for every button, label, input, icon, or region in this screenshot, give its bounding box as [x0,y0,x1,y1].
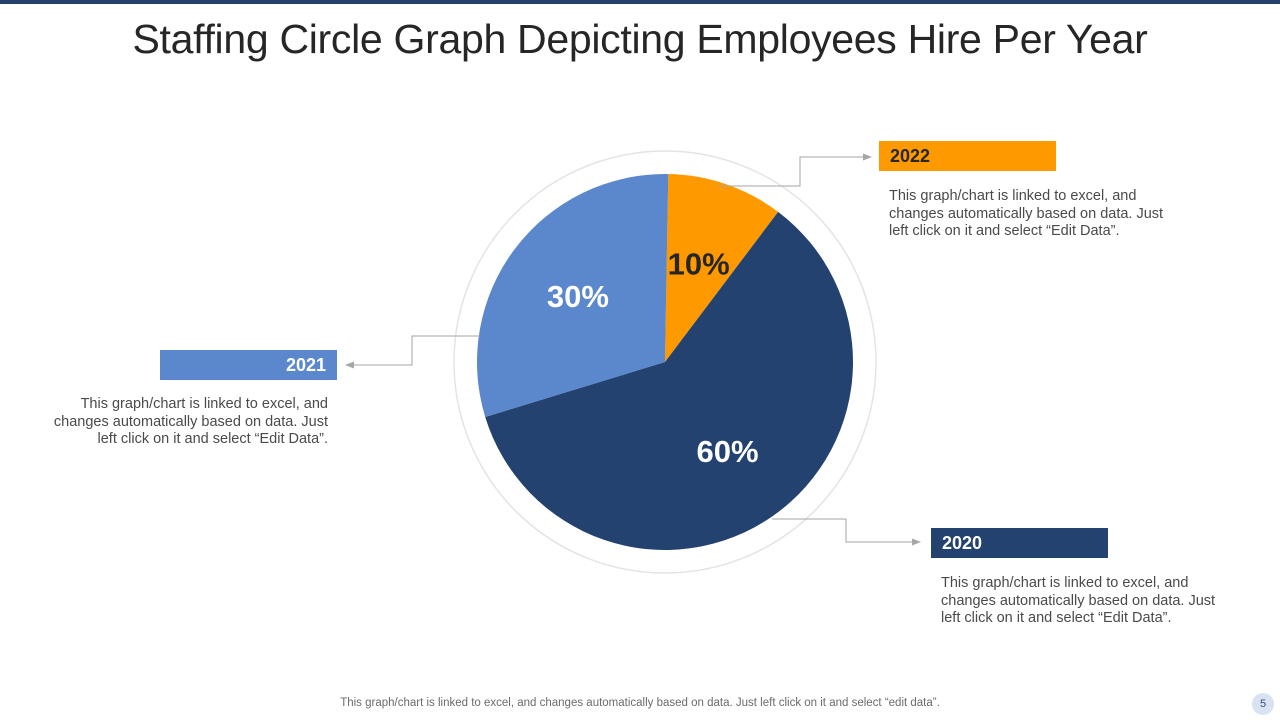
year-label-2020: 2020 [931,528,1108,558]
slice-label-2022: 10% [668,247,730,282]
arrowhead-2021 [345,361,354,369]
pie-slice-2022[interactable] [665,174,779,362]
arrowhead-2022 [863,153,872,161]
footer-note: This graph/chart is linked to excel, and… [340,697,940,709]
outer-ring [453,150,877,574]
year-label-2021: 2021 [160,350,337,380]
connector-2020 [772,518,914,543]
year-label-2022: 2022 [879,141,1056,171]
pie-slice-2020[interactable] [485,211,853,550]
description-2021: This graph/chart is linked to excel, and… [53,396,328,447]
slice-label-2021: 30% [547,279,609,314]
description-2020: This graph/chart is linked to excel, and… [941,575,1216,626]
slide-title: Staffing Circle Graph Depicting Employee… [132,16,1148,62]
top-accent-bar [0,0,1280,4]
arrowhead-2020 [912,538,921,546]
page-number: 5 [1252,693,1274,715]
pie-slice-2021[interactable] [476,174,669,417]
connector-2022 [718,156,868,187]
connector-2021 [352,335,480,366]
slice-label-2020: 60% [697,434,759,469]
description-2022: This graph/chart is linked to excel, and… [889,188,1164,239]
